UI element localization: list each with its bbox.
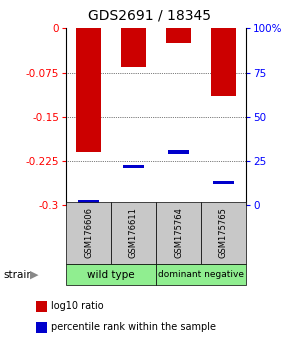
Text: percentile rank within the sample: percentile rank within the sample [51, 322, 216, 332]
Bar [78, 200, 99, 204]
Text: GSM175765: GSM175765 [219, 207, 228, 258]
Bar [213, 181, 234, 184]
Text: ▶: ▶ [30, 270, 39, 280]
Bar [166, 28, 191, 43]
Text: dominant negative: dominant negative [158, 270, 244, 279]
Bar [121, 28, 146, 67]
Text: GSM176606: GSM176606 [84, 207, 93, 258]
Bar [123, 165, 144, 168]
Text: GDS2691 / 18345: GDS2691 / 18345 [88, 9, 212, 23]
Bar [168, 150, 189, 154]
Bar [211, 28, 236, 96]
Text: GSM176611: GSM176611 [129, 207, 138, 258]
Bar [76, 28, 101, 152]
Text: GSM175764: GSM175764 [174, 207, 183, 258]
Text: log10 ratio: log10 ratio [51, 301, 104, 311]
Text: wild type: wild type [87, 270, 135, 280]
Text: strain: strain [3, 270, 33, 280]
